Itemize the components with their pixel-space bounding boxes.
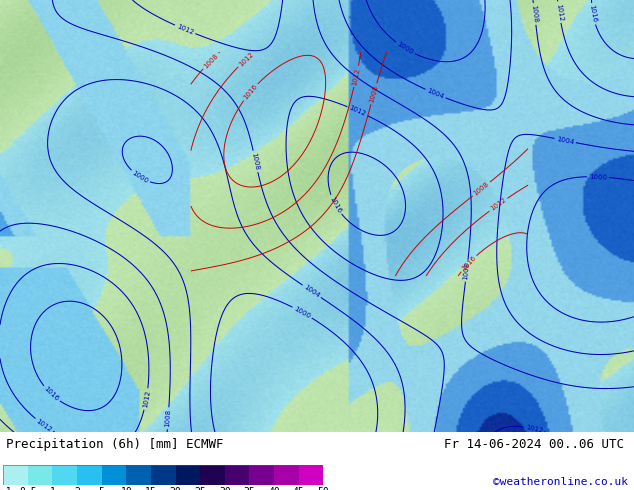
Text: 1012: 1012 bbox=[524, 424, 543, 434]
Bar bbox=[200, 465, 225, 486]
Bar bbox=[151, 465, 176, 486]
Text: 1004: 1004 bbox=[556, 136, 574, 145]
Bar bbox=[101, 465, 126, 486]
Bar bbox=[176, 465, 200, 486]
Bar bbox=[274, 465, 299, 486]
Text: 1016: 1016 bbox=[42, 386, 60, 402]
Bar bbox=[249, 465, 274, 486]
Bar bbox=[3, 465, 28, 486]
Text: 35: 35 bbox=[243, 487, 256, 490]
Text: 1012: 1012 bbox=[351, 67, 361, 86]
Text: 1016: 1016 bbox=[242, 83, 259, 101]
Text: 1016: 1016 bbox=[460, 255, 477, 272]
Text: 1004: 1004 bbox=[426, 88, 445, 100]
Text: 0.1: 0.1 bbox=[0, 487, 12, 490]
Text: 1012: 1012 bbox=[35, 417, 53, 433]
Bar bbox=[28, 465, 53, 486]
Bar bbox=[225, 465, 249, 486]
Text: 1012: 1012 bbox=[489, 197, 507, 212]
Text: 1012: 1012 bbox=[237, 51, 254, 68]
Text: 1000: 1000 bbox=[131, 170, 150, 184]
Bar bbox=[126, 465, 151, 486]
Text: 1000: 1000 bbox=[589, 173, 607, 180]
Text: 10: 10 bbox=[120, 487, 132, 490]
Text: 1012: 1012 bbox=[176, 24, 195, 36]
Text: 1008: 1008 bbox=[463, 262, 471, 280]
Text: 45: 45 bbox=[293, 487, 304, 490]
Text: Precipitation (6h) [mm] ECMWF: Precipitation (6h) [mm] ECMWF bbox=[6, 438, 224, 451]
Text: 5: 5 bbox=[99, 487, 105, 490]
Text: 1000: 1000 bbox=[293, 305, 311, 319]
Bar bbox=[77, 465, 101, 486]
Text: 1012: 1012 bbox=[142, 390, 151, 409]
Text: 1008: 1008 bbox=[164, 409, 172, 427]
Text: 1008: 1008 bbox=[368, 84, 379, 103]
Text: 20: 20 bbox=[170, 487, 181, 490]
Text: 1000: 1000 bbox=[396, 41, 414, 56]
Polygon shape bbox=[323, 465, 332, 486]
Text: 30: 30 bbox=[219, 487, 231, 490]
Bar bbox=[3, 465, 323, 486]
Text: 25: 25 bbox=[195, 487, 206, 490]
Text: 15: 15 bbox=[145, 487, 157, 490]
Text: 1008: 1008 bbox=[250, 152, 261, 171]
Text: 1: 1 bbox=[49, 487, 55, 490]
Text: 40: 40 bbox=[268, 487, 280, 490]
Text: 1004: 1004 bbox=[302, 284, 321, 299]
Text: 1012: 1012 bbox=[348, 105, 367, 118]
Bar bbox=[53, 465, 77, 486]
Text: ©weatheronline.co.uk: ©weatheronline.co.uk bbox=[493, 477, 628, 487]
Text: 1008: 1008 bbox=[472, 181, 490, 197]
Text: 1016: 1016 bbox=[328, 196, 342, 214]
Bar bbox=[299, 465, 323, 486]
Text: 50: 50 bbox=[318, 487, 329, 490]
Text: 1016: 1016 bbox=[588, 4, 597, 23]
Text: 1008: 1008 bbox=[531, 4, 539, 23]
Text: 0.5: 0.5 bbox=[19, 487, 37, 490]
Text: Fr 14-06-2024 00..06 UTC (12+42): Fr 14-06-2024 00..06 UTC (12+42) bbox=[444, 438, 634, 451]
Text: 2: 2 bbox=[74, 487, 80, 490]
Text: 1008: 1008 bbox=[202, 52, 219, 69]
Text: 1012: 1012 bbox=[555, 3, 564, 22]
